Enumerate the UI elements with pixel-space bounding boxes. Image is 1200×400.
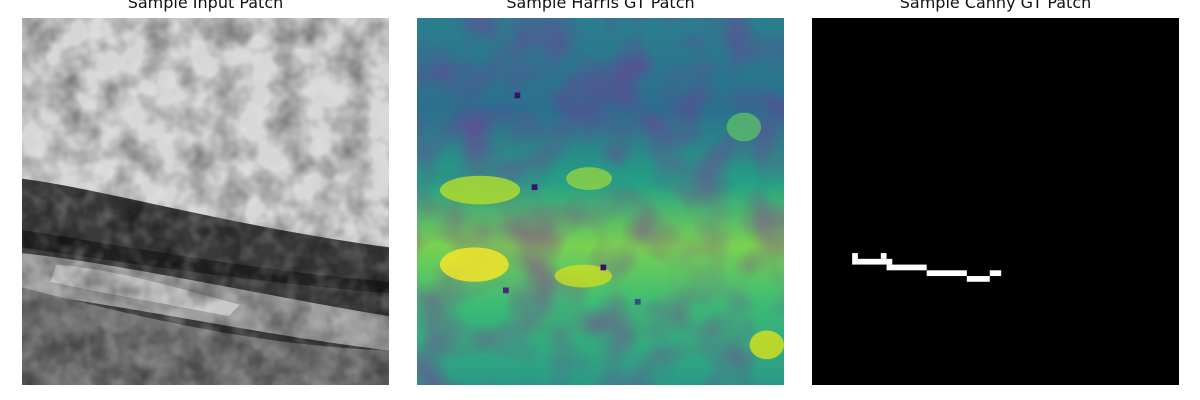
input-patch-image	[22, 18, 389, 385]
input-patch-title: Sample Input Patch	[127, 0, 284, 12]
canny-patch-image	[812, 18, 1179, 385]
harris-patch-image	[417, 18, 784, 385]
harris-patch-title: Sample Harris GT Patch	[506, 0, 695, 12]
canny-patch-title: Sample Canny GT Patch	[899, 0, 1092, 12]
